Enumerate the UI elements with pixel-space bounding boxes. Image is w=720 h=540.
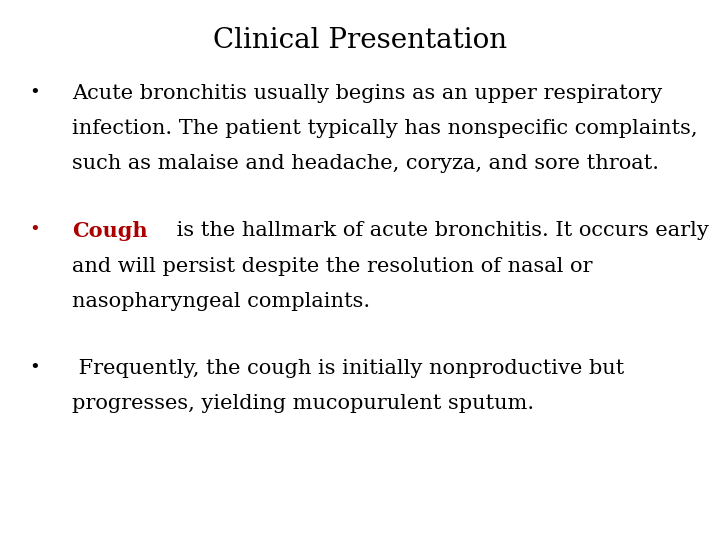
Text: infection. The patient typically has nonspecific complaints,: infection. The patient typically has non… [72,119,698,138]
Text: •: • [29,221,40,239]
Text: nasopharyngeal complaints.: nasopharyngeal complaints. [72,292,370,310]
Text: Cough: Cough [72,221,148,241]
Text: Acute bronchitis usually begins as an upper respiratory: Acute bronchitis usually begins as an up… [72,84,662,103]
Text: •: • [29,84,40,102]
Text: such as malaise and headache, coryza, and sore throat.: such as malaise and headache, coryza, an… [72,154,659,173]
Text: Frequently, the cough is initially nonproductive but: Frequently, the cough is initially nonpr… [72,359,624,378]
Text: is the hallmark of acute bronchitis. It occurs early: is the hallmark of acute bronchitis. It … [170,221,708,240]
Text: Clinical Presentation: Clinical Presentation [213,27,507,54]
Text: and will persist despite the resolution of nasal or: and will persist despite the resolution … [72,256,593,275]
Text: •: • [29,359,40,377]
Text: progresses, yielding mucopurulent sputum.: progresses, yielding mucopurulent sputum… [72,394,534,413]
